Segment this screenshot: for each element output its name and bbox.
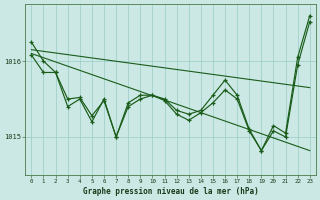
X-axis label: Graphe pression niveau de la mer (hPa): Graphe pression niveau de la mer (hPa)	[83, 187, 259, 196]
